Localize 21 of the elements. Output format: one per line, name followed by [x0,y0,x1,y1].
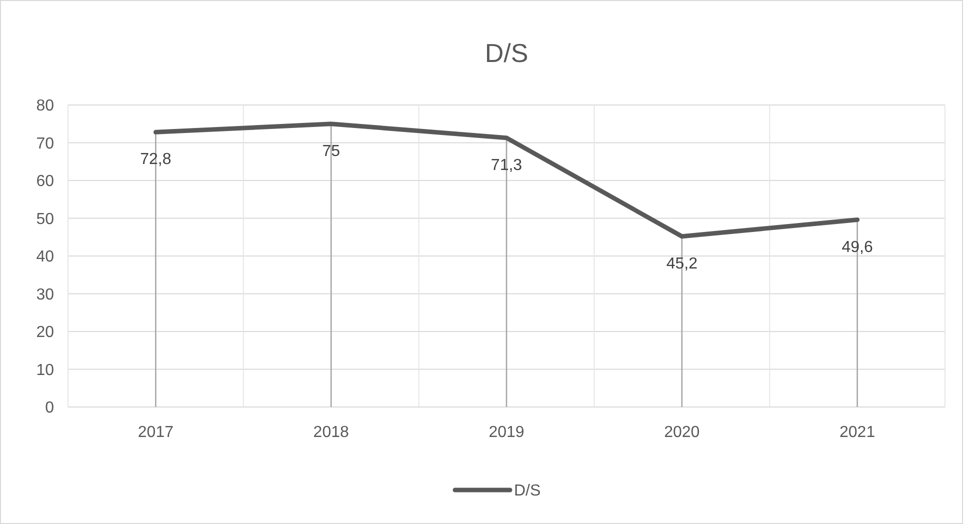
y-tick-label: 60 [36,173,54,190]
y-tick-label: 20 [36,324,54,342]
y-tick-label: 0 [45,400,54,417]
y-tick-label: 70 [36,135,54,152]
x-tick-label: 2019 [488,424,524,441]
y-tick-label: 80 [36,98,54,115]
x-tick-label: 2017 [138,424,174,441]
y-tick-label: 10 [36,362,54,379]
x-tick-label: 2018 [313,424,349,441]
data-label: 71,3 [490,156,522,174]
legend-label: D/S [514,482,541,500]
x-tick-label: 2020 [664,424,700,441]
x-tick-label: 2021 [840,424,876,441]
y-tick-label: 40 [36,248,54,266]
chart-title: D/S [484,38,528,68]
data-label: 72,8 [140,151,172,168]
y-tick-label: 30 [36,286,54,304]
data-label: 45,2 [666,255,698,272]
data-label: 49,6 [842,238,873,256]
y-tick-label: 50 [36,210,54,228]
data-label: 75 [322,142,340,160]
